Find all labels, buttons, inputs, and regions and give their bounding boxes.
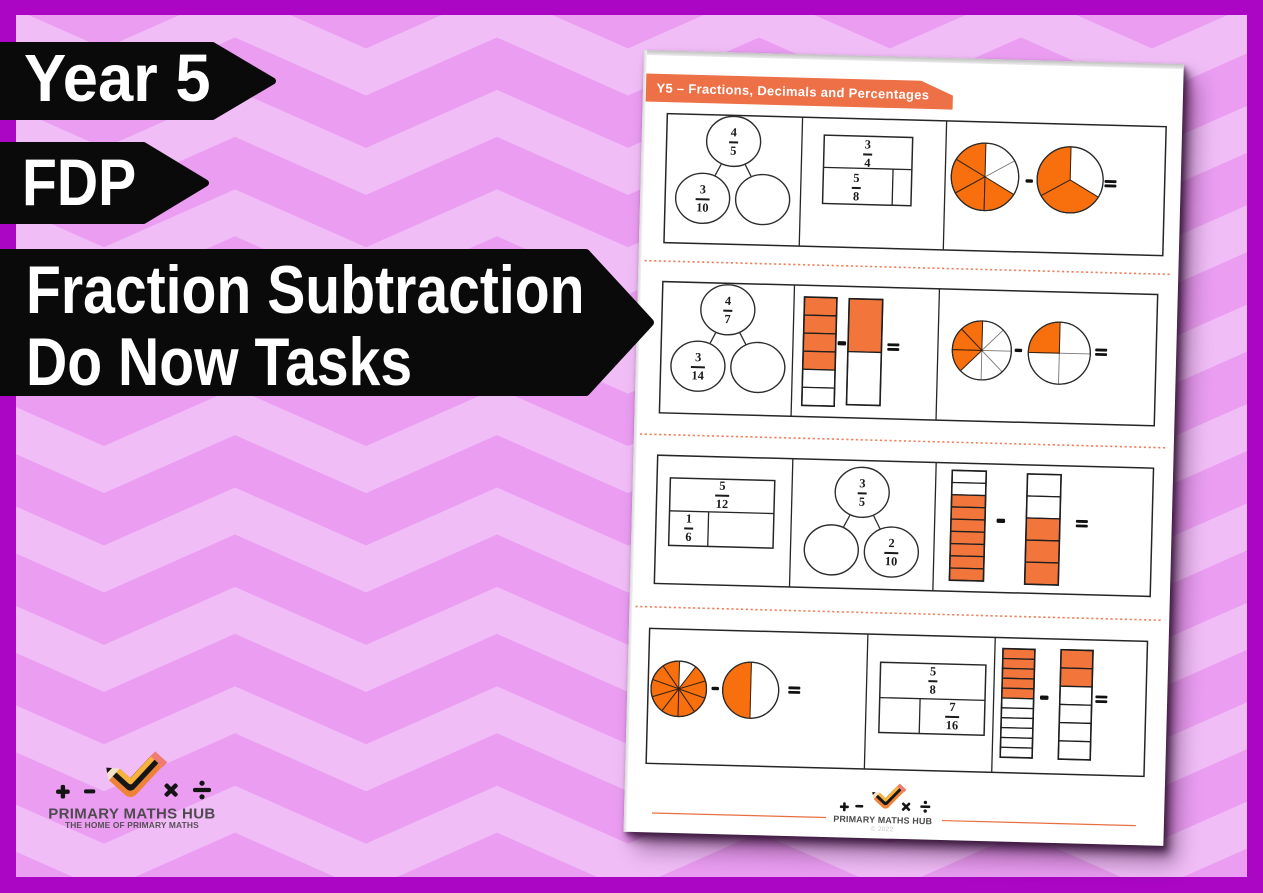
svg-text:8: 8: [929, 682, 936, 696]
svg-text:PRIMARY MATHS HUB: PRIMARY MATHS HUB: [48, 805, 215, 822]
svg-text:2: 2: [888, 535, 895, 549]
svg-text:5: 5: [719, 478, 726, 492]
svg-text:4: 4: [730, 125, 737, 139]
svg-text:PRIMARY MATHS HUB: PRIMARY MATHS HUB: [833, 813, 932, 826]
svg-text:5: 5: [858, 494, 865, 508]
svg-text:10: 10: [884, 554, 897, 568]
svg-text:Y5 – Fractions, Decimals and P: Y5 – Fractions, Decimals and Percentages: [656, 80, 929, 102]
svg-text:5: 5: [929, 664, 936, 678]
svg-text:THE HOME OF PRIMARY MATHS: THE HOME OF PRIMARY MATHS: [65, 820, 199, 830]
svg-text:5: 5: [853, 170, 860, 184]
svg-text:5: 5: [730, 143, 737, 157]
svg-text:16: 16: [945, 718, 958, 732]
svg-text:7: 7: [724, 312, 731, 326]
svg-text:4: 4: [864, 155, 871, 169]
svg-text:1: 1: [685, 511, 692, 525]
svg-text:3: 3: [864, 137, 871, 151]
svg-text:14: 14: [691, 368, 704, 382]
svg-text:8: 8: [852, 189, 859, 203]
svg-text:10: 10: [696, 200, 709, 214]
svg-text:3: 3: [694, 350, 701, 364]
svg-text:© 2022: © 2022: [870, 824, 893, 833]
svg-text:3: 3: [699, 182, 706, 196]
svg-text:12: 12: [715, 496, 728, 510]
svg-text:6: 6: [685, 529, 692, 543]
svg-text:4: 4: [724, 293, 731, 307]
svg-text:3: 3: [859, 476, 866, 490]
svg-text:7: 7: [949, 699, 956, 713]
